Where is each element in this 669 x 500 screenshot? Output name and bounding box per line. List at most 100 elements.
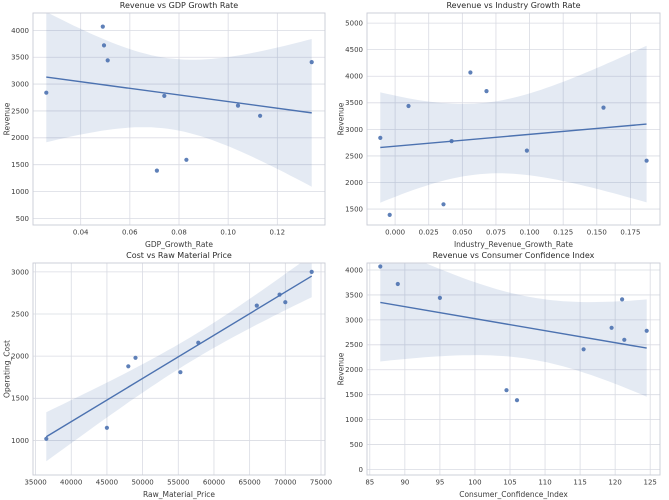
- y-tick-label: 5000: [345, 20, 363, 28]
- data-point: [406, 103, 411, 109]
- data-point: [184, 157, 189, 162]
- y-tick-label: 1500: [345, 391, 363, 399]
- x-tick-label: 0.04: [73, 229, 89, 237]
- data-point: [162, 93, 167, 98]
- chart-title: Revenue vs Industry Growth Rate: [446, 1, 581, 10]
- data-point: [283, 300, 288, 305]
- x-tick-label: 65000: [238, 479, 260, 487]
- y-tick-label: 2500: [11, 107, 29, 115]
- x-tick-label: 0.150: [587, 229, 607, 237]
- data-point: [468, 70, 473, 75]
- x-tick-label: 75000: [310, 479, 332, 487]
- regression-line: [380, 301, 647, 349]
- y-tick-label: 3000: [11, 268, 29, 276]
- x-tick-label: 70000: [274, 479, 296, 487]
- x-tick-label: 0.10: [220, 229, 236, 237]
- confidence-band: [380, 263, 647, 397]
- data-point: [196, 340, 201, 345]
- x-tick-label: 50000: [131, 479, 153, 487]
- y-tick-label: 0: [359, 466, 363, 474]
- data-point: [484, 89, 489, 94]
- y-axis-label: Operating_Cost: [2, 340, 12, 398]
- x-tick-label: 0.050: [452, 229, 472, 237]
- chart-canvas-revenue-industry: 0.000 0.025 0.050 0.075 0.100 0.125 0.150 0.175…: [345, 12, 661, 237]
- chart-canvas-cost-material: 35000 40000 45000 50000 55000 60000 65000 70000…: [11, 262, 332, 487]
- data-point: [395, 281, 400, 287]
- data-point: [524, 148, 529, 153]
- x-axis-label: GDP_Growth_Rate: [145, 240, 213, 249]
- x-tick-label: 0.025: [419, 229, 439, 237]
- y-tick-label: 3500: [345, 99, 363, 107]
- x-tick-label: 0.125: [553, 229, 573, 237]
- y-tick-label: 1000: [345, 416, 363, 424]
- chart-revenue-vs-gdp-growth: 0.04 0.06 0.08 0.10 0.12 500 1000 1500 2000 2500 3…: [0, 0, 334, 250]
- y-tick-label: 3000: [345, 126, 363, 134]
- y-tick-label: 4500: [345, 46, 363, 54]
- y-tick-label: 2000: [11, 353, 29, 361]
- y-tick-label: 2000: [345, 179, 363, 187]
- data-point: [101, 43, 107, 48]
- data-point: [105, 58, 110, 63]
- x-tick-label: 55000: [167, 479, 189, 487]
- data-point: [620, 297, 625, 302]
- y-tick-label: 2000: [345, 366, 363, 374]
- data-point: [449, 139, 454, 144]
- confidence-band: [380, 45, 647, 203]
- x-tick-label: 0.100: [520, 229, 540, 237]
- data-point: [44, 436, 49, 441]
- regression-line: [46, 76, 312, 114]
- x-tick-label: 0.08: [171, 229, 187, 237]
- data-point: [378, 135, 383, 140]
- y-tick-label: 2500: [345, 341, 363, 349]
- data-point: [378, 264, 383, 269]
- y-tick-label: 3000: [345, 316, 363, 324]
- confidence-band: [46, 263, 312, 462]
- data-point: [581, 347, 586, 352]
- y-tick-label: 4000: [11, 27, 29, 35]
- x-tick-label: 105: [503, 479, 516, 487]
- data-point: [309, 269, 314, 274]
- x-tick-label: 85: [365, 479, 374, 487]
- data-point: [254, 303, 259, 308]
- x-tick-label: 95: [435, 479, 444, 487]
- x-tick-label: 115: [573, 479, 586, 487]
- y-axis-label: Revenue: [2, 102, 12, 136]
- data-point: [100, 24, 105, 29]
- chart-revenue-vs-consumer-confidence: 85 90 95 100 105 110 115 120 125 0 500 1000 1500 2000…: [334, 250, 669, 500]
- x-tick-label: 0.175: [620, 229, 640, 237]
- regression-line: [380, 123, 647, 149]
- chart-canvas-revenue-gdp: 0.04 0.06 0.08 0.10 0.12 500 1000 1500 2000 2500 3…: [11, 12, 326, 237]
- chart-canvas-revenue-confidence: 85 90 95 100 105 110 115 120 125 0 500 1000 1500 2000…: [345, 262, 661, 487]
- x-tick-label: 35000: [24, 479, 46, 487]
- x-tick-label: 100: [468, 479, 481, 487]
- plot-border: [32, 262, 326, 476]
- y-tick-label: 1500: [345, 206, 363, 214]
- data-point: [622, 337, 627, 342]
- y-tick-label: 4000: [345, 73, 363, 81]
- data-point: [133, 355, 138, 360]
- y-tick-label: 3500: [11, 54, 29, 62]
- y-tick-label: 1500: [11, 395, 29, 403]
- y-tick-label: 1000: [11, 437, 29, 445]
- chart-title: Revenue vs Consumer Confidence Index: [432, 251, 595, 260]
- y-tick-label: 4000: [345, 266, 363, 274]
- data-point: [601, 105, 606, 110]
- data-point: [277, 292, 282, 297]
- y-tick-label: 2500: [11, 310, 29, 318]
- plot-border: [32, 12, 326, 226]
- x-tick-label: 0.075: [486, 229, 506, 237]
- y-tick-label: 500: [350, 441, 363, 449]
- data-point: [309, 60, 314, 65]
- y-tick-label: 3500: [345, 291, 363, 299]
- y-axis-label: Revenue: [336, 352, 346, 386]
- data-point: [154, 168, 159, 173]
- data-point: [178, 370, 183, 375]
- data-point: [44, 90, 49, 95]
- x-axis-label: Industry_Revenue_Growth_Rate: [453, 240, 574, 249]
- y-tick-label: 3000: [11, 81, 29, 89]
- chart-title: Revenue vs GDP Growth Rate: [119, 1, 239, 10]
- x-tick-label: 40000: [60, 479, 82, 487]
- y-tick-label: 1500: [11, 161, 29, 169]
- data-point: [504, 388, 509, 393]
